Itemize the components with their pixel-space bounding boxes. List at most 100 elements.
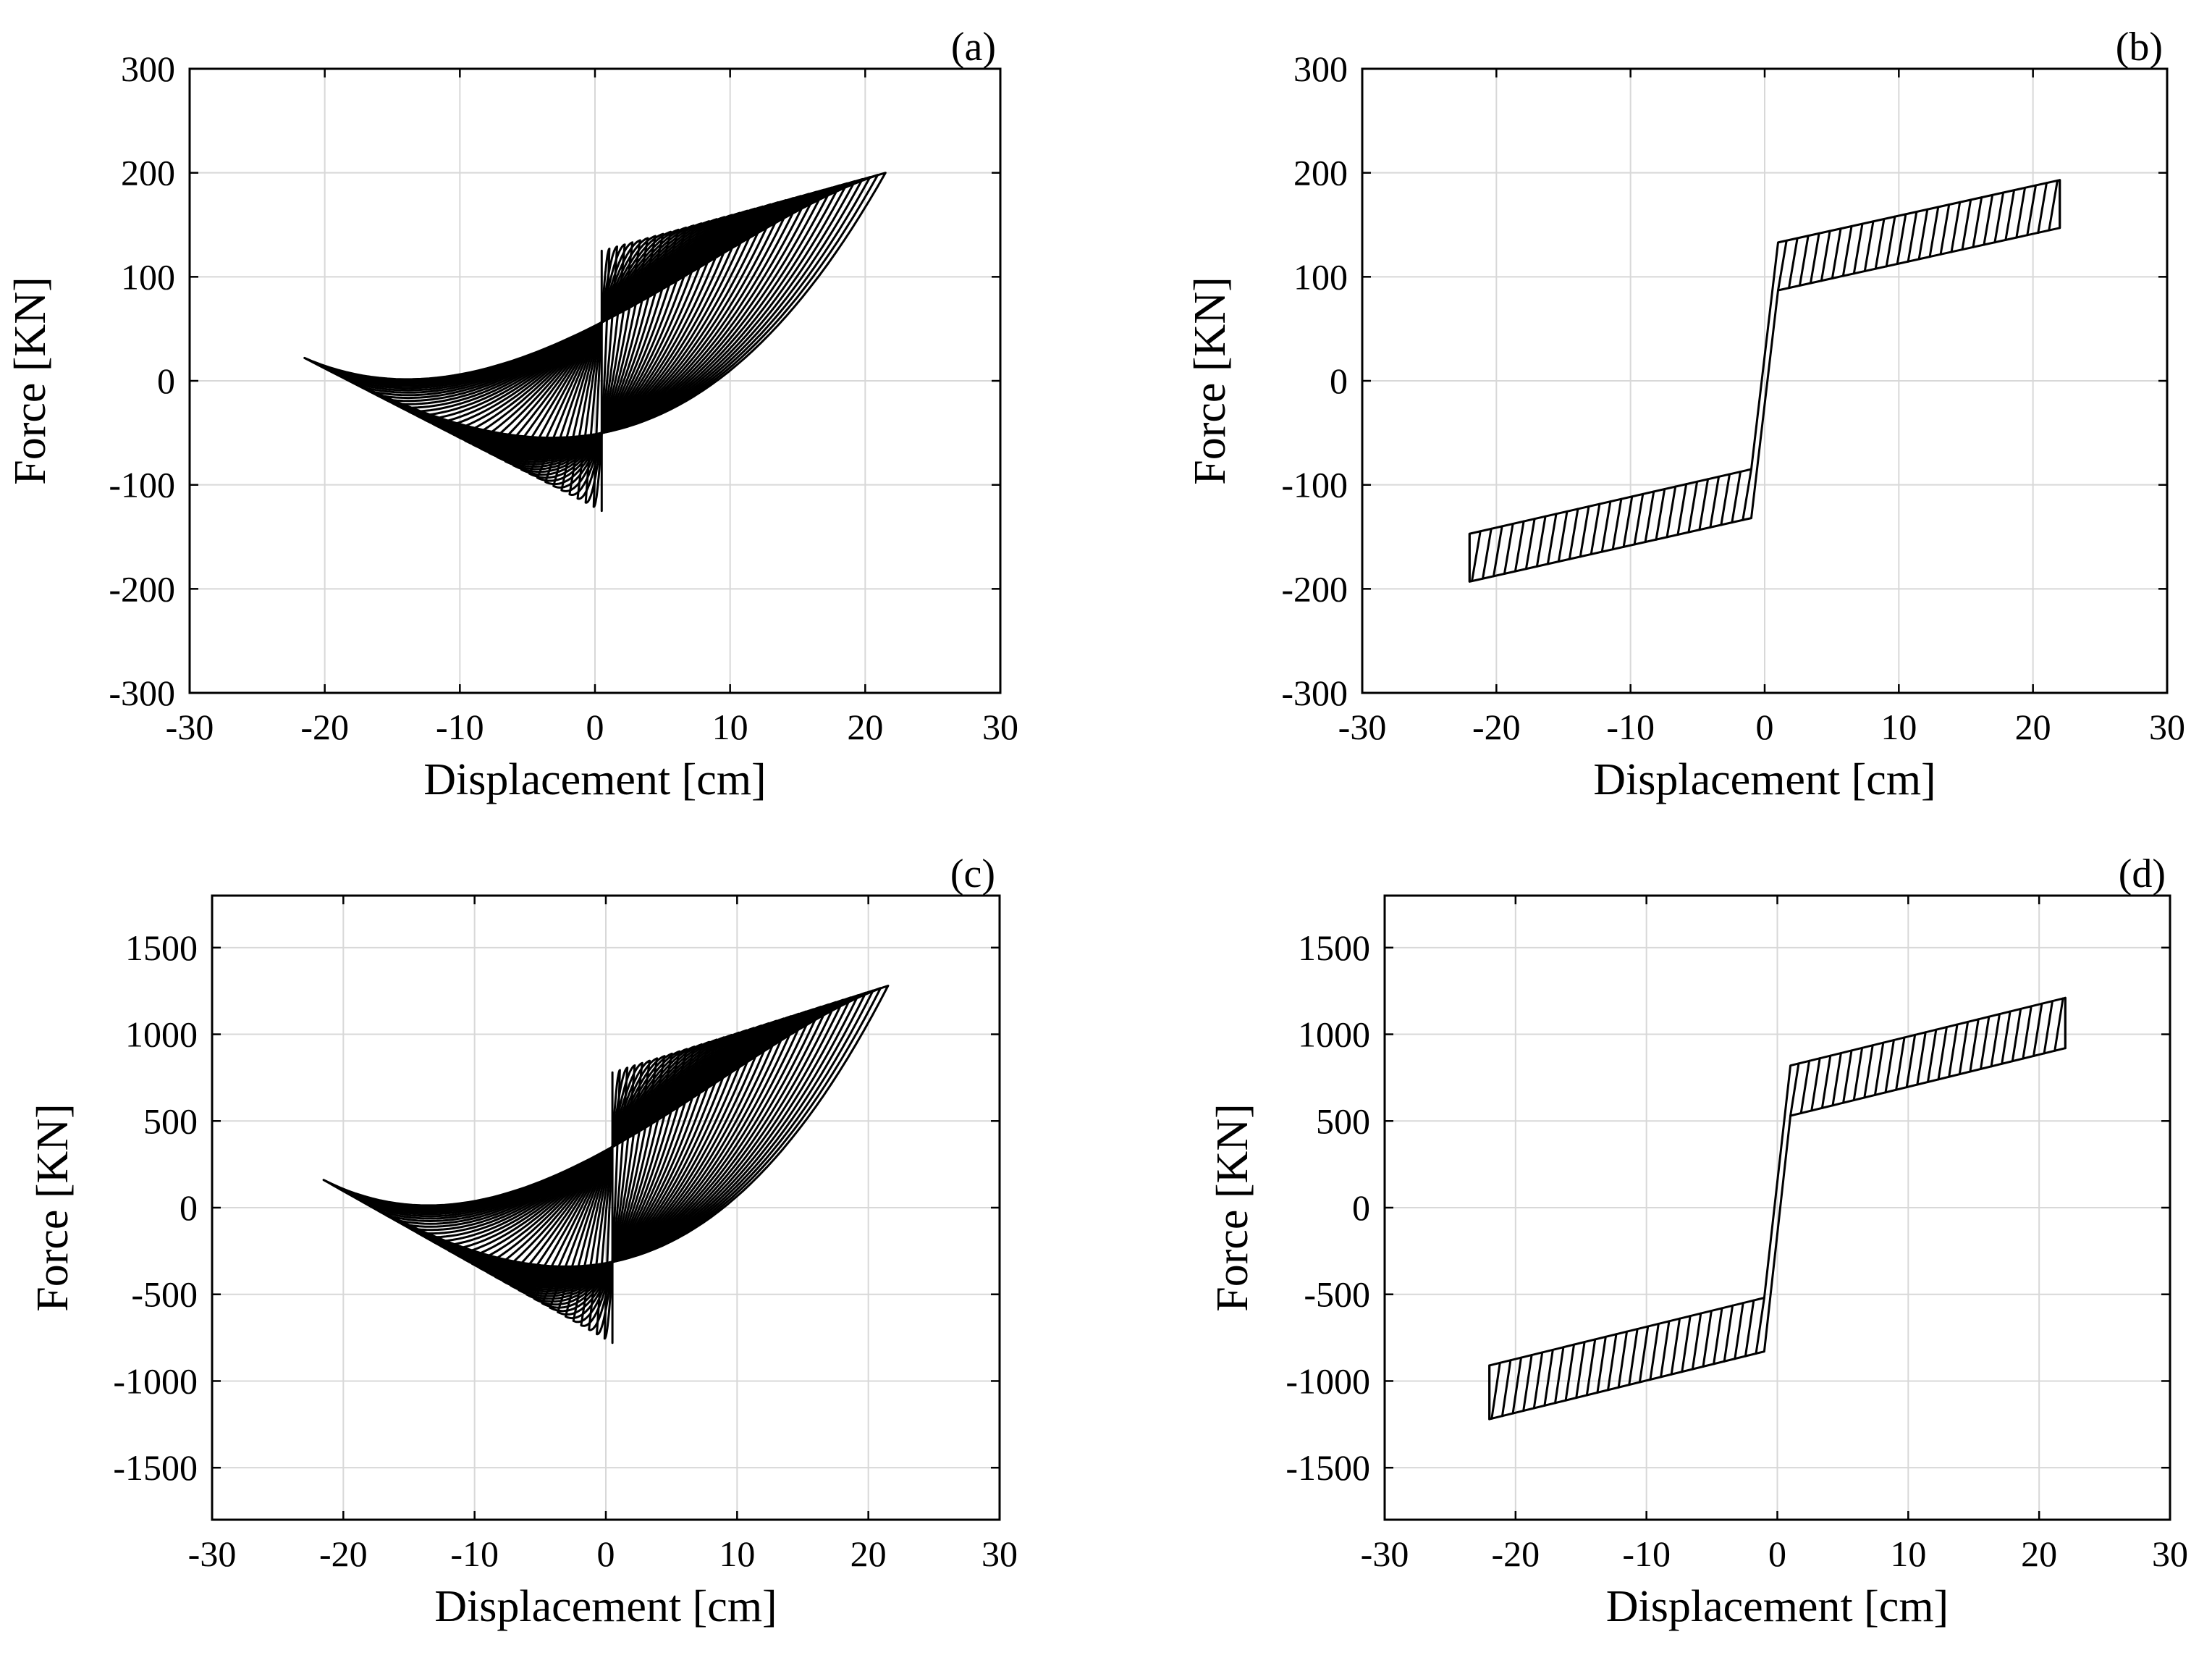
x-tick-label: 10 [1880,707,1917,747]
loop-stripe [1511,1356,1522,1415]
loop-stripe [1698,478,1710,531]
loop-stripe [1731,471,1742,524]
loop-stripe [1666,485,1677,539]
series-hysteresis-loops [1488,996,2067,1421]
x-tick-label: -20 [300,707,349,747]
x-axis-label: Displacement [cm] [423,755,766,804]
loop-stripe [1490,1361,1501,1420]
loop-stripe [1514,520,1525,573]
loop-stripe [1896,213,1907,266]
loop-stripe [2048,179,2059,232]
y-tick-label: -1500 [113,1447,198,1488]
loop-stripe [1524,518,1536,571]
loop-stripe [1557,510,1569,563]
y-axis-label: Force [KN] [1186,277,1235,485]
loop-stripe [1702,1309,1713,1368]
y-tick-label: 0 [157,361,175,401]
x-tick-label: -20 [1472,707,1521,747]
hysteresis-loop [603,1069,621,1340]
x-tick-label: 30 [982,707,1018,747]
loop-stripe [1744,1299,1755,1358]
loop-stripe [1958,1020,1970,1076]
loop-stripe [1482,527,1493,580]
loop-stripe [1895,1036,1906,1091]
y-axis-label: Force [KN] [6,277,55,485]
series-hysteresis-loops [322,985,890,1345]
loop-stripe [1755,1297,1765,1355]
x-axis-label: Displacement [cm] [1593,755,1936,804]
grid [190,69,1000,693]
loop-stripe [1644,490,1655,544]
loop-stripe [1863,1044,1874,1099]
y-tick-label: -300 [1281,673,1348,713]
loop-stripe [1939,203,1951,256]
x-tick-label: -30 [1338,707,1387,747]
loop-stripe [1950,201,1962,253]
loop-stripe [1863,220,1875,272]
y-tick-label: 200 [121,153,175,193]
loop-stripe [1617,1330,1629,1389]
x-tick-label: 0 [597,1533,615,1574]
loop-stripe [1713,1307,1723,1365]
loop-stripe [1681,1315,1692,1373]
loop-stripe [1831,227,1842,279]
loop-stripe [1649,1322,1660,1381]
y-tick-label: 1500 [125,927,198,968]
y-axis-label: Force [KN] [28,1103,77,1312]
loop-stripe [1961,198,1972,251]
panel-b: -30 -20 -10 0 10 20 30-300-200-1000100200300Di… [1186,25,2185,804]
loop-stripe [1852,222,1864,275]
loop-stripe [1532,1351,1544,1410]
loop-stripe [2001,1010,2012,1065]
loop-stripe [1687,480,1699,534]
series-hysteresis-loops [303,172,887,513]
x-tick-label: 30 [2149,707,2185,747]
x-tick-label: 20 [2015,707,2051,747]
x-tick-label: 20 [850,1533,887,1574]
hysteresis-loop [588,1064,636,1331]
loop-stripe [2053,997,2064,1052]
loop-stripe [1564,1343,1576,1402]
loop-stripe [1841,224,1853,277]
x-tick-label: 0 [1768,1533,1786,1574]
x-tick-label: 30 [2152,1533,2188,1574]
panel-label: (b) [2116,25,2163,70]
y-tick-label: 100 [1293,256,1348,297]
loop-stripe [1820,230,1831,282]
loop-stripe [2015,186,2027,239]
loop-stripe [1607,1333,1618,1392]
x-tick-label: -10 [1622,1533,1671,1574]
hysteresis-loop [560,239,641,492]
loop-stripe [1575,1341,1586,1400]
loop-stripe [1590,502,1601,555]
loop-stripe [1742,468,1752,521]
loop-stripe [1831,1051,1842,1107]
loop-stripe [1972,196,1983,248]
loop-stripe [2011,1007,2022,1063]
grid [1385,896,2170,1520]
hysteresis-loop [564,1057,659,1320]
x-tick-label: -10 [1606,707,1655,747]
grid [1362,69,2167,693]
loop-stripe [1660,1320,1671,1379]
hysteresis-loop [549,1052,673,1313]
hysteresis-loop [596,1066,629,1336]
panel-label: (c) [950,851,995,896]
loop-stripe [2037,182,2048,234]
y-tick-label: 1000 [125,1014,198,1055]
loop-stripe [1568,508,1579,560]
loop-stripe [1691,1312,1702,1371]
y-tick-label: 1000 [1298,1014,1370,1055]
x-tick-label: 10 [719,1533,755,1574]
loop-stripe [1670,1317,1681,1376]
x-tick-label: 20 [2021,1533,2057,1574]
loop-stripe [1937,1026,1948,1081]
loop-stripe [1543,1348,1554,1407]
y-tick-label: 300 [1293,49,1348,89]
loop-stripe [1916,1031,1927,1086]
x-axis-label: Displacement [cm] [1606,1582,1949,1631]
y-tick-label: 100 [121,256,175,297]
loop-stripe [1873,1041,1885,1096]
x-tick-label: -10 [450,1533,499,1574]
x-tick-label: 30 [982,1533,1018,1574]
